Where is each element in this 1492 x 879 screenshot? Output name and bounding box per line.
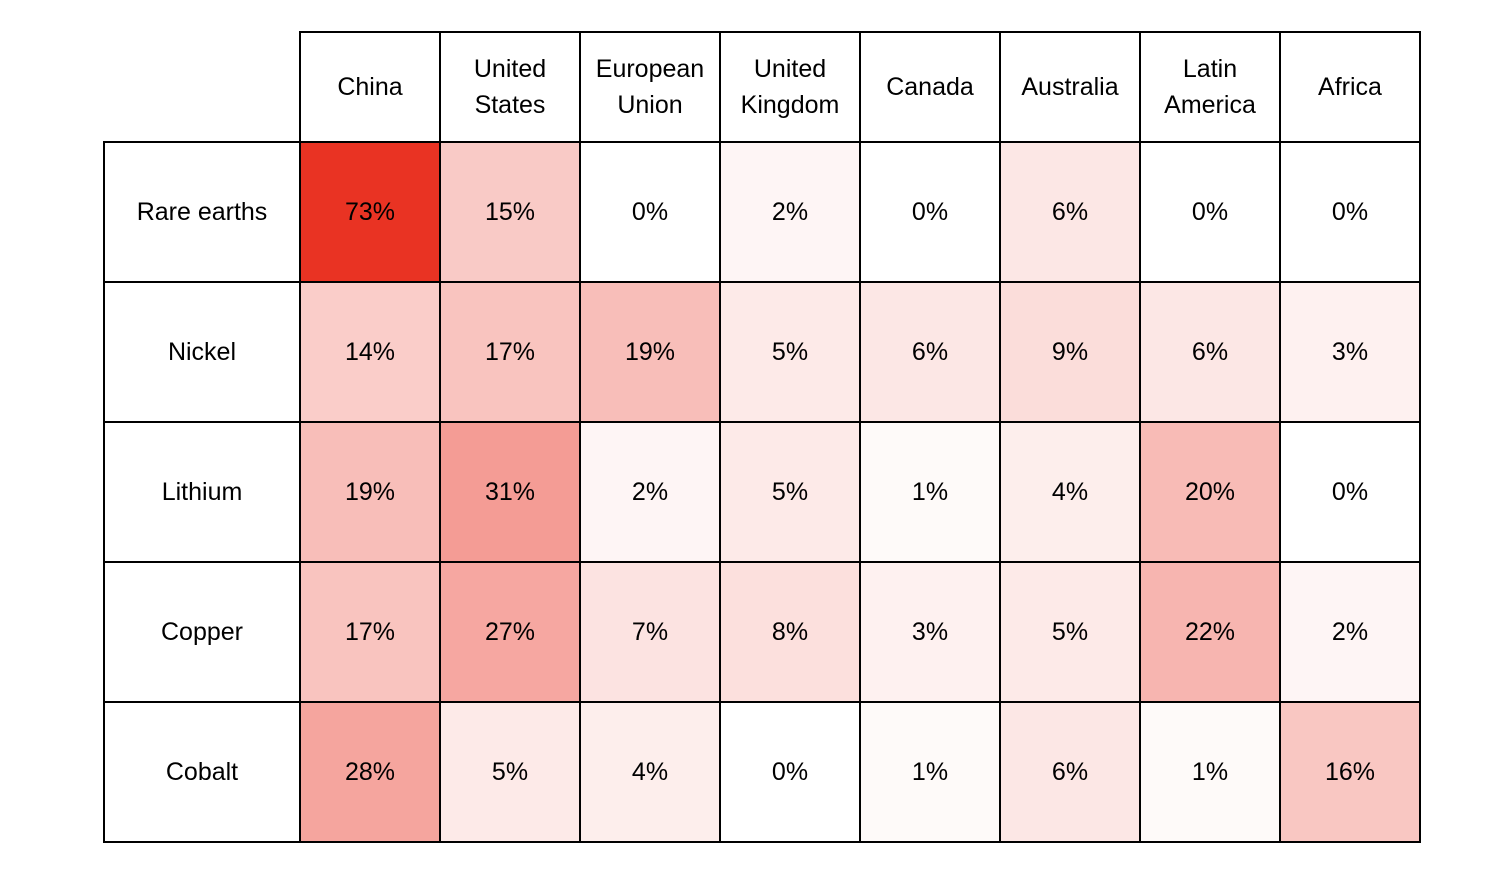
column-header-australia: Australia <box>999 31 1141 143</box>
column-header-european-union: European Union <box>579 31 721 143</box>
column-header-united-states: United States <box>439 31 581 143</box>
heatmap-cell: 27% <box>439 561 581 703</box>
row-label-lithium: Lithium <box>103 421 301 563</box>
column-header-canada: Canada <box>859 31 1001 143</box>
row-label-rare-earths: Rare earths <box>103 141 301 283</box>
column-header-latin-america: Latin America <box>1139 31 1281 143</box>
heatmap-cell: 5% <box>999 561 1141 703</box>
heatmap-cell: 6% <box>859 281 1001 423</box>
heatmap-cell: 5% <box>719 281 861 423</box>
row-label-nickel: Nickel <box>103 281 301 423</box>
column-header-china: China <box>299 31 441 143</box>
table-row: Nickel 14% 17% 19% 5% 6% 9% 6% 3% <box>103 281 1421 423</box>
heatmap-cell: 8% <box>719 561 861 703</box>
heatmap-cell: 6% <box>999 141 1141 283</box>
column-header-united-kingdom: United Kingdom <box>719 31 861 143</box>
heatmap-cell: 3% <box>1279 281 1421 423</box>
header-row: China United States European Union United K… <box>104 31 1421 143</box>
heatmap-cell: 19% <box>579 281 721 423</box>
heatmap-cell: 2% <box>579 421 721 563</box>
heatmap-cell: 5% <box>439 701 581 843</box>
heatmap-table: China United States European Union United K… <box>103 31 1421 843</box>
heatmap-cell: 0% <box>1139 141 1281 283</box>
heatmap-cell: 15% <box>439 141 581 283</box>
heatmap-cell: 1% <box>859 421 1001 563</box>
heatmap-cell: 17% <box>439 281 581 423</box>
heatmap-cell: 6% <box>1139 281 1281 423</box>
heatmap-cell: 1% <box>859 701 1001 843</box>
heatmap-cell: 0% <box>859 141 1001 283</box>
heatmap-container: China United States European Union United K… <box>103 31 1421 843</box>
table-row: Lithium 19% 31% 2% 5% 1% 4% 20% 0% <box>103 421 1421 563</box>
row-label-cobalt: Cobalt <box>103 701 301 843</box>
heatmap-cell: 0% <box>719 701 861 843</box>
table-row: Rare earths 73% 15% 0% 2% 0% 6% 0% 0% <box>103 141 1421 283</box>
heatmap-cell: 0% <box>579 141 721 283</box>
corner-cell <box>104 32 300 142</box>
heatmap-cell: 20% <box>1139 421 1281 563</box>
heatmap-cell: 5% <box>719 421 861 563</box>
heatmap-cell: 28% <box>299 701 441 843</box>
heatmap-cell: 9% <box>999 281 1141 423</box>
heatmap-cell: 22% <box>1139 561 1281 703</box>
heatmap-cell: 6% <box>999 701 1141 843</box>
heatmap-cell: 2% <box>1279 561 1421 703</box>
heatmap-cell: 31% <box>439 421 581 563</box>
table-body: Rare earths 73% 15% 0% 2% 0% 6% 0% 0% Nickel 14% 17… <box>103 141 1421 843</box>
heatmap-cell: 16% <box>1279 701 1421 843</box>
heatmap-cell: 4% <box>999 421 1141 563</box>
heatmap-cell: 3% <box>859 561 1001 703</box>
heatmap-cell: 0% <box>1279 141 1421 283</box>
heatmap-cell: 14% <box>299 281 441 423</box>
heatmap-cell: 19% <box>299 421 441 563</box>
row-label-copper: Copper <box>103 561 301 703</box>
table-head: China United States European Union United K… <box>104 31 1421 143</box>
heatmap-cell: 1% <box>1139 701 1281 843</box>
heatmap-cell: 17% <box>299 561 441 703</box>
table-row: Copper 17% 27% 7% 8% 3% 5% 22% 2% <box>103 561 1421 703</box>
heatmap-cell: 2% <box>719 141 861 283</box>
heatmap-cell: 0% <box>1279 421 1421 563</box>
heatmap-cell: 4% <box>579 701 721 843</box>
column-header-africa: Africa <box>1279 31 1421 143</box>
heatmap-cell: 7% <box>579 561 721 703</box>
table-row: Cobalt 28% 5% 4% 0% 1% 6% 1% 16% <box>103 701 1421 843</box>
heatmap-cell: 73% <box>299 141 441 283</box>
